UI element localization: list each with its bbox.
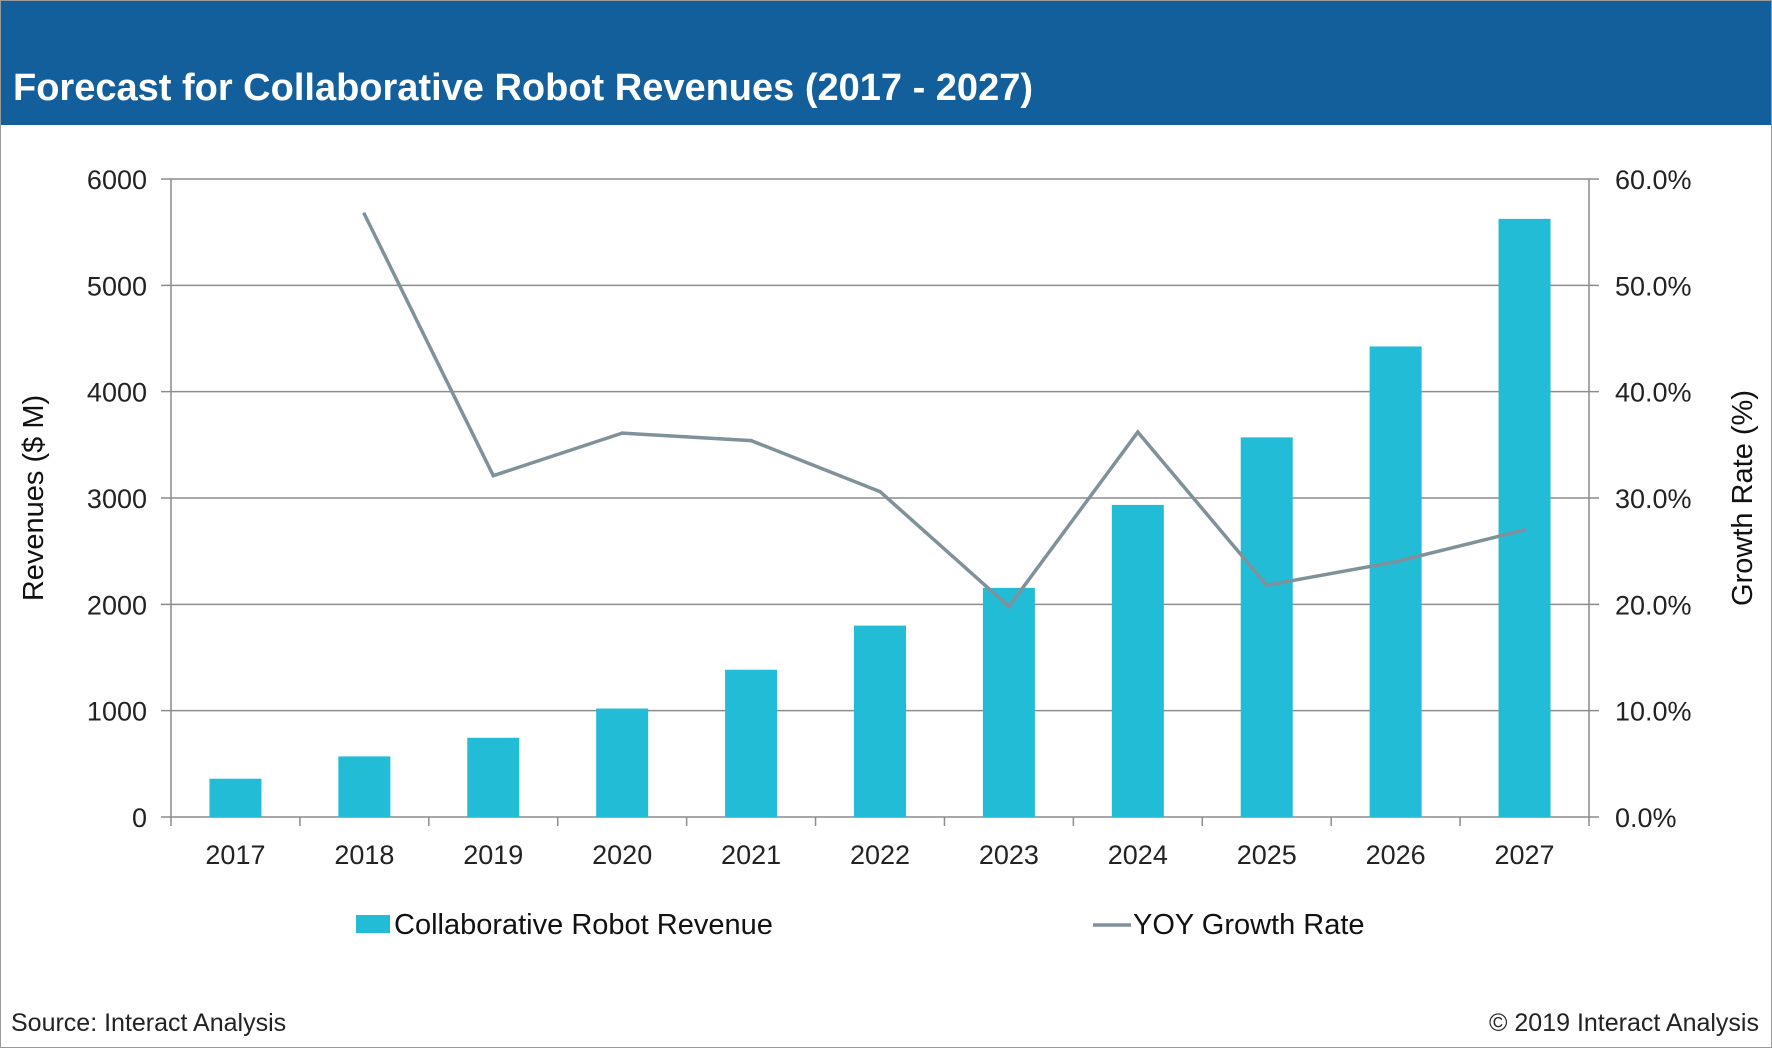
x-tick-label: 2022 <box>850 840 910 870</box>
chart-title: Forecast for Collaborative Robot Revenue… <box>13 67 1033 109</box>
growth-rate-point <box>620 431 624 435</box>
growth-rate-point <box>1393 560 1398 564</box>
x-tick-label: 2021 <box>721 840 781 870</box>
x-tick-label: 2027 <box>1495 840 1555 870</box>
legend-label-revenue: Collaborative Robot Revenue <box>394 909 773 941</box>
growth-rate-point <box>362 212 367 216</box>
growth-rate-point <box>491 473 496 478</box>
legend-label-growth: YOY Growth Rate <box>1133 909 1365 941</box>
y-tick-label: 0 <box>132 803 147 833</box>
x-tick-label: 2025 <box>1237 840 1297 870</box>
copyright-note: © 2019 Interact Analysis <box>1489 1009 1759 1037</box>
x-tick-label: 2024 <box>1108 840 1168 870</box>
revenue-bar <box>467 737 520 817</box>
revenue-bar <box>209 778 262 817</box>
y-tick-label: 3000 <box>87 484 147 514</box>
growth-rate-point <box>878 489 882 494</box>
growth-rate-point <box>1522 528 1527 532</box>
growth-rate-point <box>1264 583 1269 587</box>
growth-rate-point <box>1136 430 1140 434</box>
x-tick-label: 2018 <box>334 840 394 870</box>
y-axis-title: Revenues ($ M) <box>18 395 50 601</box>
revenue-bar <box>725 669 778 817</box>
revenue-bar <box>1111 504 1164 817</box>
y-tick-label: 2000 <box>87 590 147 620</box>
y-tick-label: 4000 <box>87 378 147 408</box>
revenue-bar <box>1369 346 1422 817</box>
revenue-bar <box>854 625 906 817</box>
legend-swatch-revenue <box>356 915 390 933</box>
y2-tick-label: 50.0% <box>1615 271 1692 301</box>
y-tick-label: 6000 <box>87 165 147 195</box>
revenue-bar <box>982 587 1035 817</box>
growth-rate-line <box>362 213 1525 610</box>
y2-tick-label: 60.0% <box>1615 165 1692 195</box>
growth-rate-point <box>1007 604 1011 609</box>
y2-tick-label: 10.0% <box>1615 697 1692 727</box>
x-tick-label: 2023 <box>979 840 1039 870</box>
y2-axis-title: Growth Rate (%) <box>1727 390 1759 606</box>
revenue-bar <box>1498 218 1551 817</box>
y2-tick-label: 0.0% <box>1615 803 1677 833</box>
y2-tick-label: 40.0% <box>1615 378 1692 408</box>
x-tick-label: 2019 <box>463 840 523 870</box>
y-tick-label: 1000 <box>87 697 147 727</box>
y2-tick-label: 30.0% <box>1615 484 1692 514</box>
x-tick-label: 2017 <box>205 840 265 870</box>
y-tick-label: 5000 <box>87 271 147 301</box>
x-tick-label: 2020 <box>592 840 652 870</box>
revenue-bar <box>1240 437 1293 817</box>
title-banner: Forecast for Collaborative Robot Revenue… <box>1 1 1771 125</box>
revenue-bar <box>338 756 391 817</box>
growth-rate-point <box>749 438 753 443</box>
revenue-bar <box>596 708 649 817</box>
y2-tick-label: 20.0% <box>1615 590 1692 620</box>
source-note: Source: Interact Analysis <box>11 1009 287 1037</box>
x-tick-label: 2026 <box>1366 840 1426 870</box>
